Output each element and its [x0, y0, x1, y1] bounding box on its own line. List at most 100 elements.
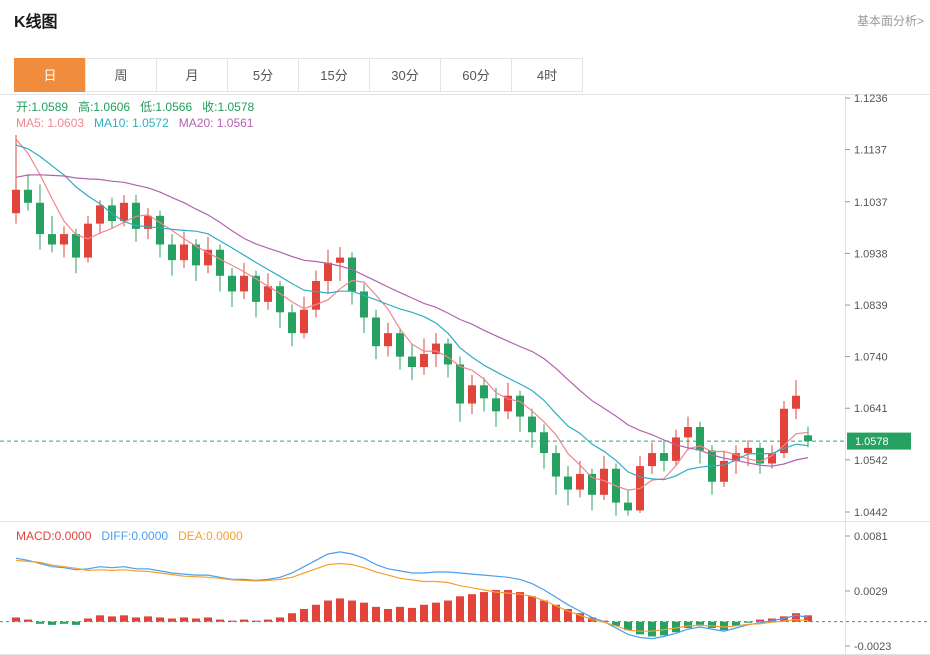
candle [636, 455, 644, 514]
macd-bar [792, 613, 800, 622]
candle [12, 135, 20, 224]
tab-month[interactable]: 月 [156, 58, 228, 92]
candle [684, 416, 692, 451]
macd-bar [228, 620, 236, 622]
macd-bar [420, 604, 428, 622]
tab-week[interactable]: 周 [85, 58, 157, 92]
diff-line [15, 551, 809, 640]
price-axis-label: 1.1037 [854, 197, 888, 209]
candle [660, 440, 668, 472]
tab-5min[interactable]: 5分 [227, 58, 299, 92]
macd-bar [300, 608, 308, 622]
candle [396, 327, 404, 370]
macd-bar [216, 619, 224, 622]
macd-bar [564, 608, 572, 622]
candle [540, 424, 548, 469]
candle [144, 208, 152, 240]
candle [576, 460, 584, 498]
macd-bar [456, 596, 464, 622]
macd-bar [612, 621, 620, 626]
macd-legend: MACD:0.0000 DIFF:0.0000 DEA:0.0000 [16, 529, 253, 543]
macd-axis-label: -0.0023 [854, 641, 891, 653]
tab-60min[interactable]: 60分 [440, 58, 512, 92]
candle [240, 262, 248, 300]
price-axis-label: 1.0542 [854, 455, 888, 467]
candle [384, 322, 392, 357]
page-title: K线图 [14, 14, 58, 31]
macd-bar [480, 592, 488, 622]
price-axis-label: 1.0938 [854, 248, 888, 260]
macd-bar [348, 600, 356, 622]
candle [756, 442, 764, 474]
macd-bar [360, 602, 368, 622]
macd-bar [120, 615, 128, 622]
kline-chart-canvas[interactable]: 1.1236 1.1137 1.1037 1.0938 1.0839 1.0740 1.06… [0, 94, 930, 655]
macd-bar [576, 613, 584, 622]
macd-bar [732, 621, 740, 626]
macd-bar [96, 615, 104, 622]
candle [744, 440, 752, 467]
fundamental-analysis-link[interactable]: 基本面分析> [856, 14, 924, 28]
price-axis-label: 1.0740 [854, 352, 888, 364]
candle [408, 343, 416, 381]
price-axis-label: 1.1137 [854, 145, 887, 157]
candle [360, 283, 368, 334]
ma-legend-ma20: MA20: 1.0561 [178, 116, 254, 130]
candle [24, 174, 32, 211]
chart-area: 1.1236 1.1137 1.1037 1.0938 1.0839 1.0740 1.06… [0, 94, 930, 655]
candle [180, 231, 188, 268]
tab-30min[interactable]: 30分 [369, 58, 441, 92]
candle [696, 421, 704, 464]
candle [720, 450, 728, 487]
macd-bar [468, 594, 476, 622]
macd-bar [672, 621, 680, 633]
ohlc-legend: 开:1.0589 高:1.0606 低:1.0566 收:1.0578 [16, 98, 264, 115]
candle [432, 333, 440, 368]
macd-legend-diff: DIFF:0.0000 [101, 529, 169, 543]
ohlc-legend-low: 低:1.0566 [140, 100, 193, 114]
macd-bar [276, 617, 284, 622]
candle [492, 387, 500, 428]
candle [672, 429, 680, 467]
macd-bar [708, 621, 716, 629]
candle [288, 304, 296, 347]
candle [552, 445, 560, 495]
candle [804, 426, 812, 448]
candle [48, 215, 56, 253]
candle [444, 338, 452, 378]
candle [96, 200, 104, 235]
candle [72, 228, 80, 274]
candle [204, 236, 212, 274]
candle [528, 408, 536, 448]
macd-bar [540, 600, 548, 622]
candle [312, 270, 320, 318]
macd-bar [252, 620, 260, 622]
macd-bar [24, 619, 32, 622]
candle [156, 210, 164, 258]
candle [36, 184, 44, 250]
candle [132, 194, 140, 242]
macd-bar [84, 618, 92, 622]
candle [228, 267, 236, 308]
macd-bar [240, 619, 248, 622]
macd-legend-macd: MACD:0.0000 [16, 529, 92, 543]
candle [168, 234, 176, 276]
macd-legend-dea: DEA:0.0000 [178, 529, 243, 543]
ma10-line [15, 144, 809, 481]
macd-axis-label: 0.0029 [854, 586, 888, 598]
candle [600, 455, 608, 501]
tab-4hour[interactable]: 4时 [511, 58, 583, 92]
macd-bar [372, 606, 380, 622]
macd-bar [804, 615, 812, 622]
price-axis-label: 1.1236 [854, 94, 888, 105]
macd-bar [552, 604, 560, 622]
candle [612, 463, 620, 516]
macd-bar [624, 621, 632, 631]
tab-15min[interactable]: 15分 [298, 58, 370, 92]
candles-layer [12, 135, 812, 516]
candle [264, 273, 272, 310]
candle [480, 377, 488, 412]
tab-day[interactable]: 日 [14, 58, 86, 92]
macd-bar [744, 621, 752, 623]
